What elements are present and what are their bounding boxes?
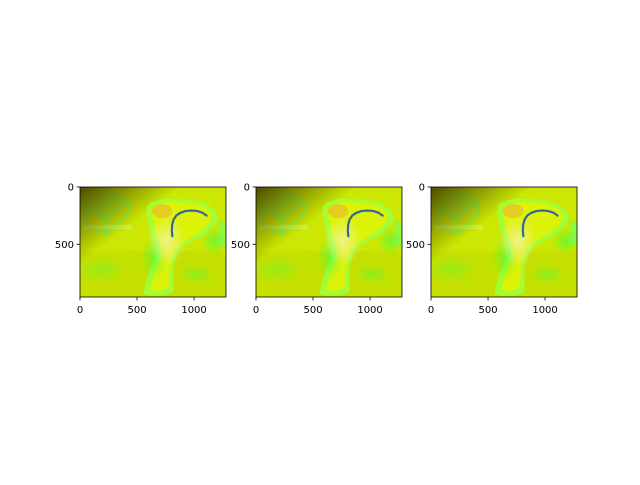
image-panel-2: 0 500 1000 0 500 bbox=[231, 183, 403, 316]
image-content bbox=[80, 187, 226, 297]
x-tick-label: 1000 bbox=[357, 305, 382, 316]
x-tick-label: 1000 bbox=[532, 305, 557, 316]
x-tick-label: 0 bbox=[253, 305, 259, 316]
y-tick-label: 0 bbox=[244, 183, 250, 194]
overlay-curve bbox=[170, 209, 208, 238]
x-tick-label: 0 bbox=[428, 305, 434, 316]
y-tick-label: 500 bbox=[231, 240, 250, 251]
y-tick-label: 500 bbox=[55, 240, 74, 251]
x-tick-label: 0 bbox=[77, 305, 83, 316]
x-tick-label: 500 bbox=[303, 305, 322, 316]
x-tick-label: 1000 bbox=[181, 305, 206, 316]
overlay-curve bbox=[346, 209, 384, 238]
axes-frame bbox=[79, 186, 227, 298]
image-content bbox=[431, 187, 577, 297]
image-panel-3: 0 500 1000 0 500 bbox=[406, 183, 578, 316]
image-content bbox=[256, 187, 402, 297]
image-panel-1: 0 500 1000 0 500 bbox=[55, 183, 227, 316]
y-tick-label: 0 bbox=[419, 183, 425, 194]
axes-frame bbox=[430, 186, 578, 298]
overlay-curve bbox=[521, 209, 559, 238]
y-tick-label: 500 bbox=[406, 240, 425, 251]
y-tick-label: 0 bbox=[68, 183, 74, 194]
x-tick-label: 500 bbox=[478, 305, 497, 316]
axes-frame bbox=[255, 186, 403, 298]
x-tick-label: 500 bbox=[127, 305, 146, 316]
